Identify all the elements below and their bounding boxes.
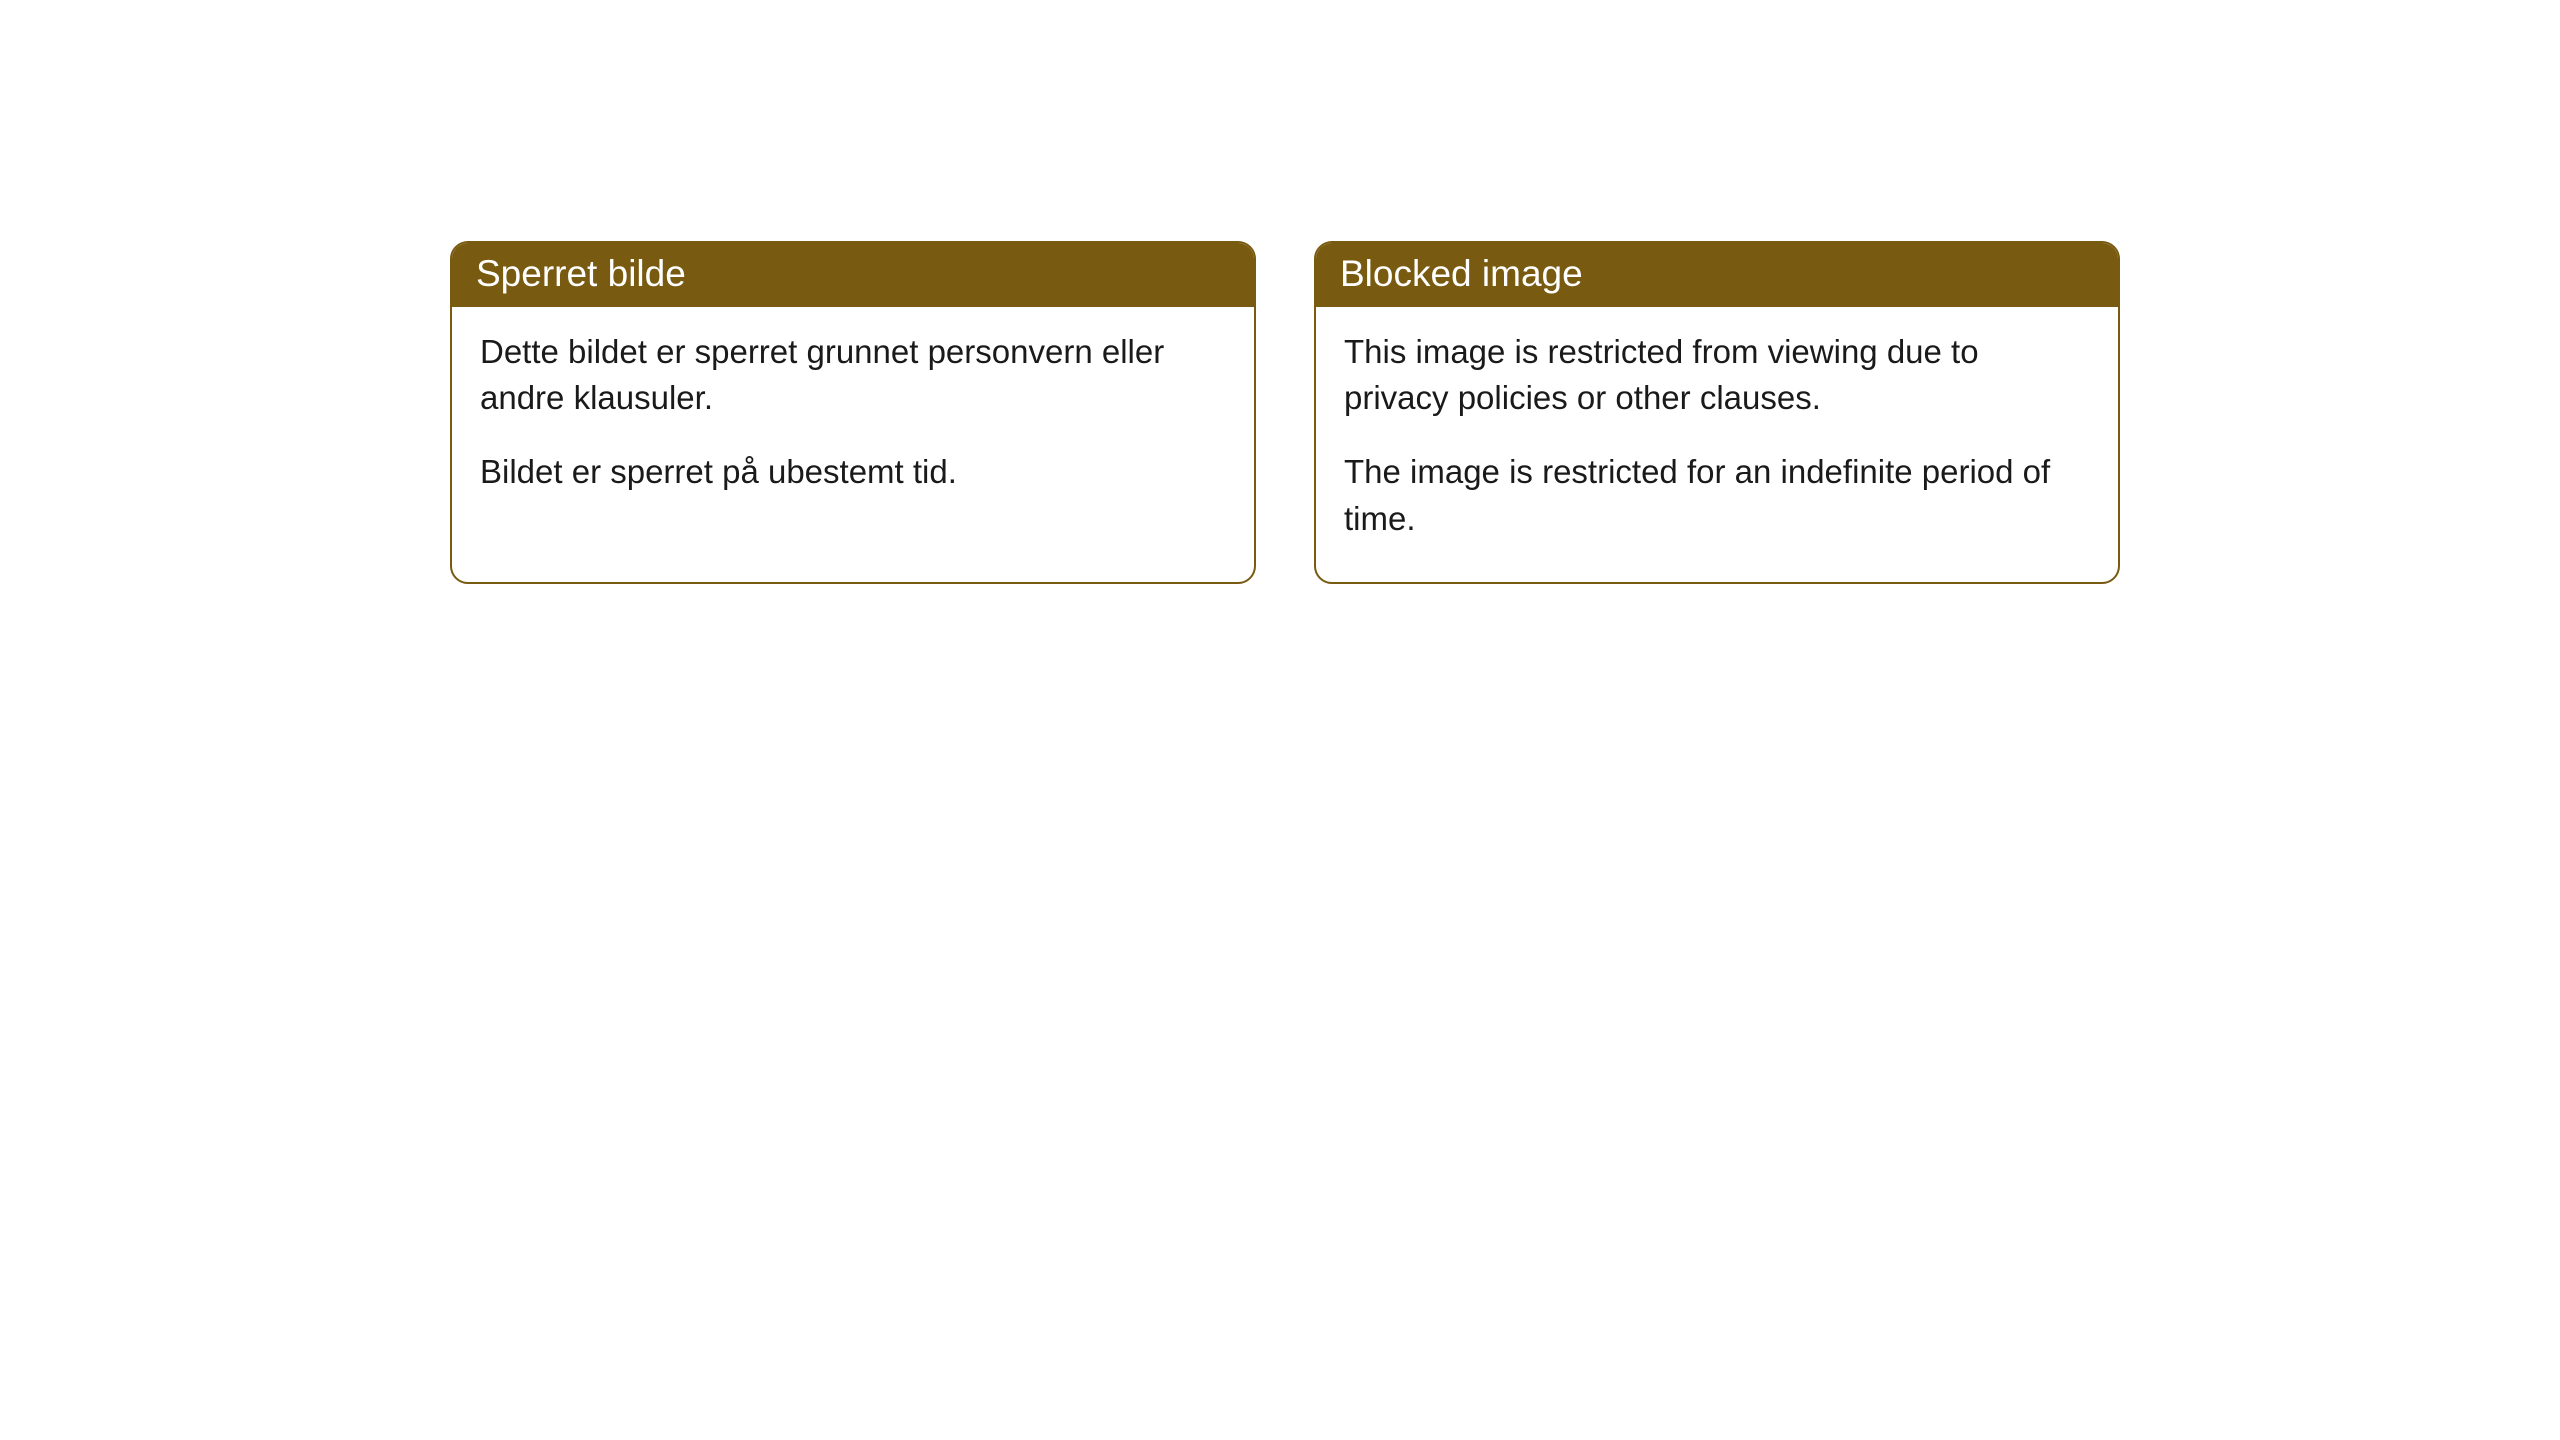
card-paragraph-en-1: This image is restricted from viewing du… (1344, 329, 2090, 421)
card-header-en: Blocked image (1316, 243, 2118, 307)
card-header-no: Sperret bilde (452, 243, 1254, 307)
card-paragraph-en-2: The image is restricted for an indefinit… (1344, 449, 2090, 541)
card-paragraph-no-1: Dette bildet er sperret grunnet personve… (480, 329, 1226, 421)
blocked-image-card-no: Sperret bilde Dette bildet er sperret gr… (450, 241, 1256, 584)
blocked-image-card-en: Blocked image This image is restricted f… (1314, 241, 2120, 584)
card-body-no: Dette bildet er sperret grunnet personve… (452, 307, 1254, 536)
cards-container: Sperret bilde Dette bildet er sperret gr… (0, 0, 2560, 584)
card-paragraph-no-2: Bildet er sperret på ubestemt tid. (480, 449, 1226, 495)
card-body-en: This image is restricted from viewing du… (1316, 307, 2118, 582)
